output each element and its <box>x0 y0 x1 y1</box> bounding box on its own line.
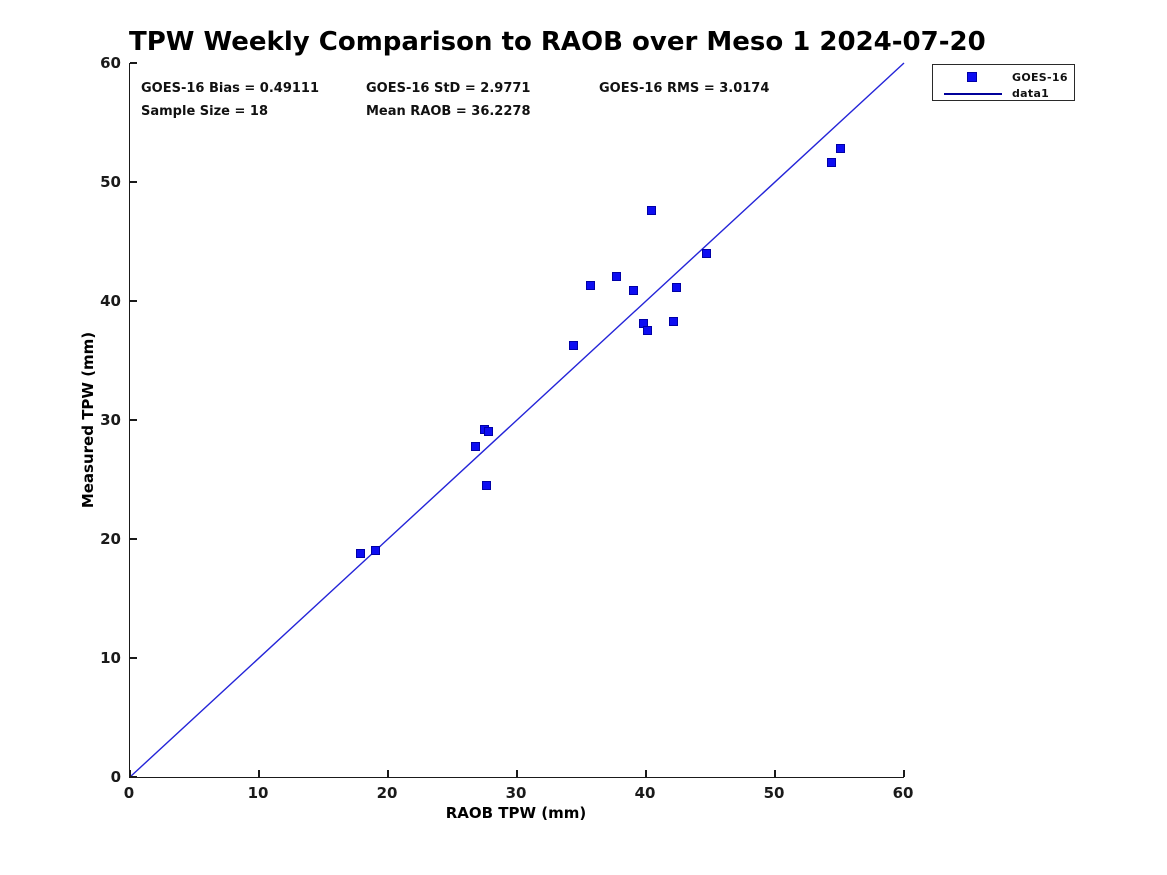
stat-std: GOES-16 StD = 2.9771 <box>366 81 531 96</box>
y-tick-label: 30 <box>100 411 121 429</box>
data-point <box>827 158 837 168</box>
y-tick <box>130 538 137 540</box>
y-tick-label: 20 <box>100 530 121 548</box>
y-tick <box>130 776 137 778</box>
y-tick-label: 0 <box>110 768 121 786</box>
y-tick <box>130 62 137 64</box>
x-tick-label: 10 <box>247 784 269 802</box>
line-icon <box>944 93 1002 95</box>
x-axis-label: RAOB TPW (mm) <box>445 804 587 822</box>
stat-rms: GOES-16 RMS = 3.0174 <box>599 81 770 96</box>
stat-mean-raob: Mean RAOB = 36.2278 <box>366 104 531 119</box>
data-point <box>672 283 682 293</box>
data-point <box>611 271 621 281</box>
data-point <box>481 480 491 490</box>
y-tick <box>130 419 137 421</box>
x-tick-label: 0 <box>123 784 135 802</box>
square-marker-icon <box>967 72 977 82</box>
identity-line <box>129 62 905 778</box>
data-point <box>569 340 579 350</box>
data-point <box>836 144 846 154</box>
legend-label-data1: data1 <box>1012 87 1050 100</box>
chart-title: TPW Weekly Comparison to RAOB over Meso … <box>129 27 986 57</box>
y-tick-label: 60 <box>100 54 121 72</box>
data-point <box>646 206 656 216</box>
y-tick <box>130 300 137 302</box>
legend-item-goes16: GOES-16 <box>933 69 1074 85</box>
y-tick <box>130 657 137 659</box>
x-tick-label: 20 <box>376 784 398 802</box>
data-point <box>586 281 596 291</box>
x-tick-label: 60 <box>892 784 914 802</box>
x-tick <box>516 770 518 777</box>
x-tick-label: 40 <box>634 784 656 802</box>
y-tick-label: 10 <box>100 649 121 667</box>
x-tick <box>387 770 389 777</box>
x-tick <box>774 770 776 777</box>
data-point <box>484 427 494 437</box>
data-point <box>642 326 652 336</box>
legend-item-data1: data1 <box>933 85 1074 101</box>
data-point <box>628 285 638 295</box>
x-tick <box>903 770 905 777</box>
y-tick <box>130 181 137 183</box>
x-tick <box>645 770 647 777</box>
x-tick-label: 30 <box>505 784 527 802</box>
identity-line-layer <box>129 62 905 778</box>
stat-bias: GOES-16 Bias = 0.49111 <box>141 81 320 96</box>
legend: GOES-16 data1 <box>932 64 1075 101</box>
data-point <box>471 441 481 451</box>
data-point <box>356 548 366 558</box>
stat-sample-size: Sample Size = 18 <box>141 104 269 119</box>
plot-area <box>129 62 905 778</box>
x-tick-label: 50 <box>763 784 785 802</box>
data-point <box>370 546 380 556</box>
x-tick <box>129 770 131 777</box>
legend-label-goes16: GOES-16 <box>1012 71 1068 84</box>
data-point <box>668 316 678 326</box>
y-tick-label: 40 <box>100 292 121 310</box>
x-tick <box>258 770 260 777</box>
y-tick-label: 50 <box>100 173 121 191</box>
data-point <box>702 248 712 258</box>
